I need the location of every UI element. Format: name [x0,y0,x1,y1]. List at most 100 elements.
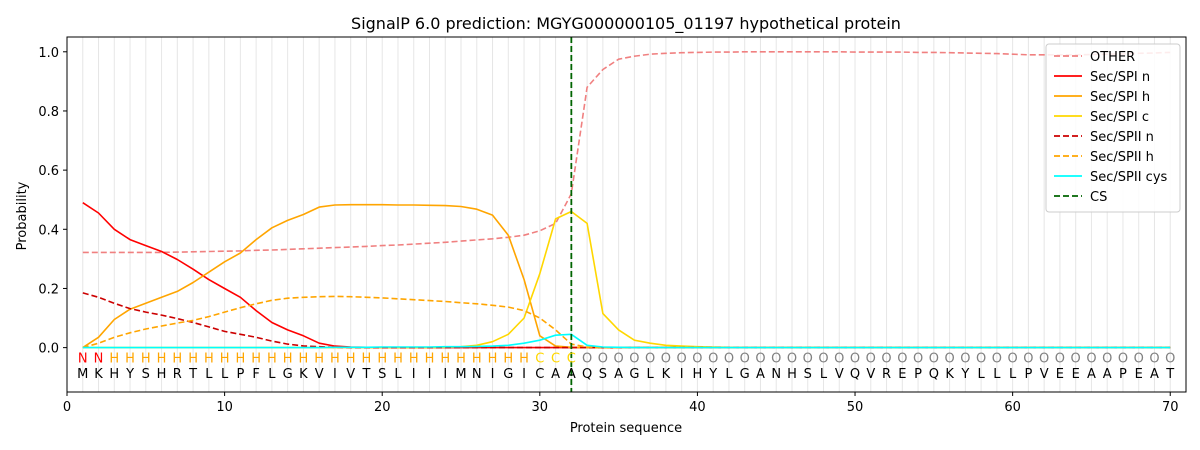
residue-letter: V [835,367,844,382]
residue-letter: L [394,367,402,382]
region-label: O [1165,351,1175,366]
y-axis-label: Probability [15,181,30,250]
residue-letter: A [551,367,560,382]
residue-letter: A [567,367,576,382]
series-layer [82,37,1171,392]
y-tick-label: 1.0 [38,46,59,61]
residue-letter: Y [125,367,134,382]
residue-letter: A [1103,367,1112,382]
region-label: H [503,351,513,366]
region-label: O [1039,351,1049,366]
series-line-sec-spi-h [82,203,1171,349]
region-label: H [346,351,356,366]
region-label: C [551,351,560,366]
region-label: O [582,351,592,366]
residue-letter: L [268,367,276,382]
x-tick-label: 20 [374,400,391,415]
chart-title: SignalP 6.0 prediction: MGYG000000105_01… [351,14,901,34]
region-label: O [866,351,876,366]
region-label: H [235,351,245,366]
residue-letter: L [221,367,229,382]
residue-letter: R [173,367,182,382]
legend-label: Sec/SPII n [1090,130,1154,145]
residue-letter: V [315,367,324,382]
residue-letter: K [299,367,308,382]
legend-label: Sec/SPI h [1090,90,1150,105]
series-line-other [82,50,1171,254]
region-label: H [267,351,277,366]
residue-letter: L [993,367,1001,382]
region-label: H [519,351,529,366]
region-label: O [1023,351,1033,366]
region-label: O [818,351,828,366]
residue-letter: E [1135,367,1143,382]
residue-letter: H [109,367,119,382]
residue-letter: H [157,367,167,382]
region-label: N [94,351,104,366]
legend-label: Sec/SPII cys [1090,170,1168,185]
region-label: O [1118,351,1128,366]
legend-label: OTHER [1090,50,1135,65]
residue-letter: G [740,367,750,382]
region-label: O [897,351,907,366]
y-tick-label: 0.6 [38,164,59,179]
region-label: O [944,351,954,366]
residue-letter: Q [850,367,860,382]
region-label: O [1149,351,1159,366]
residue-letter: K [94,367,103,382]
residue-letter: L [820,367,828,382]
region-label: H [188,351,198,366]
region-label: O [1134,351,1144,366]
region-label: O [1102,351,1112,366]
residue-letter: A [614,367,623,382]
region-label: C [535,351,544,366]
residue-letter: I [522,367,526,382]
residue-letter: F [252,367,259,382]
region-label: N [78,351,88,366]
region-label: H [393,351,403,366]
residue-letter: L [647,367,655,382]
region-label: O [960,351,970,366]
residue-letter: I [443,367,447,382]
x-axis-label: Protein sequence [570,421,682,436]
residue-letter: S [804,367,812,382]
region-label: O [692,351,702,366]
residue-letter: L [205,367,213,382]
x-tick-label: 30 [532,400,549,415]
region-label: O [803,351,813,366]
residue-letter: V [1040,367,1049,382]
region-label: O [645,351,655,366]
y-tick-label: 0.4 [38,223,59,238]
x-tick-label: 40 [689,400,706,415]
region-label: O [614,351,624,366]
legend-box [1045,43,1181,213]
region-label: O [708,351,718,366]
residue-letter: M [77,367,88,382]
region-label: H [251,351,261,366]
residue-letter: H [693,367,703,382]
x-tick-label: 10 [216,400,233,415]
region-label: O [1008,351,1018,366]
residue-letter: E [1072,367,1080,382]
residue-letter: T [188,367,197,382]
residue-letter: R [882,367,891,382]
residue-letter: P [914,367,922,382]
residue-letter: V [346,367,355,382]
legend: OTHER Sec/SPI n Sec/SPI h Sec/SPI c Sec/SPII… [1045,43,1181,213]
region-label: O [629,351,639,366]
residue-letter: E [1056,367,1064,382]
region-label: O [740,351,750,366]
x-tick-label: 50 [847,400,864,415]
region-label: O [976,351,986,366]
region-label: O [992,351,1002,366]
residue-letter: C [535,367,544,382]
region-label: O [929,351,939,366]
region-label: O [677,351,687,366]
region-label: H [125,351,135,366]
region-label: O [850,351,860,366]
region-label: H [314,351,324,366]
residue-letter: H [787,367,797,382]
residue-letter: Y [960,367,969,382]
region-label: H [283,351,293,366]
